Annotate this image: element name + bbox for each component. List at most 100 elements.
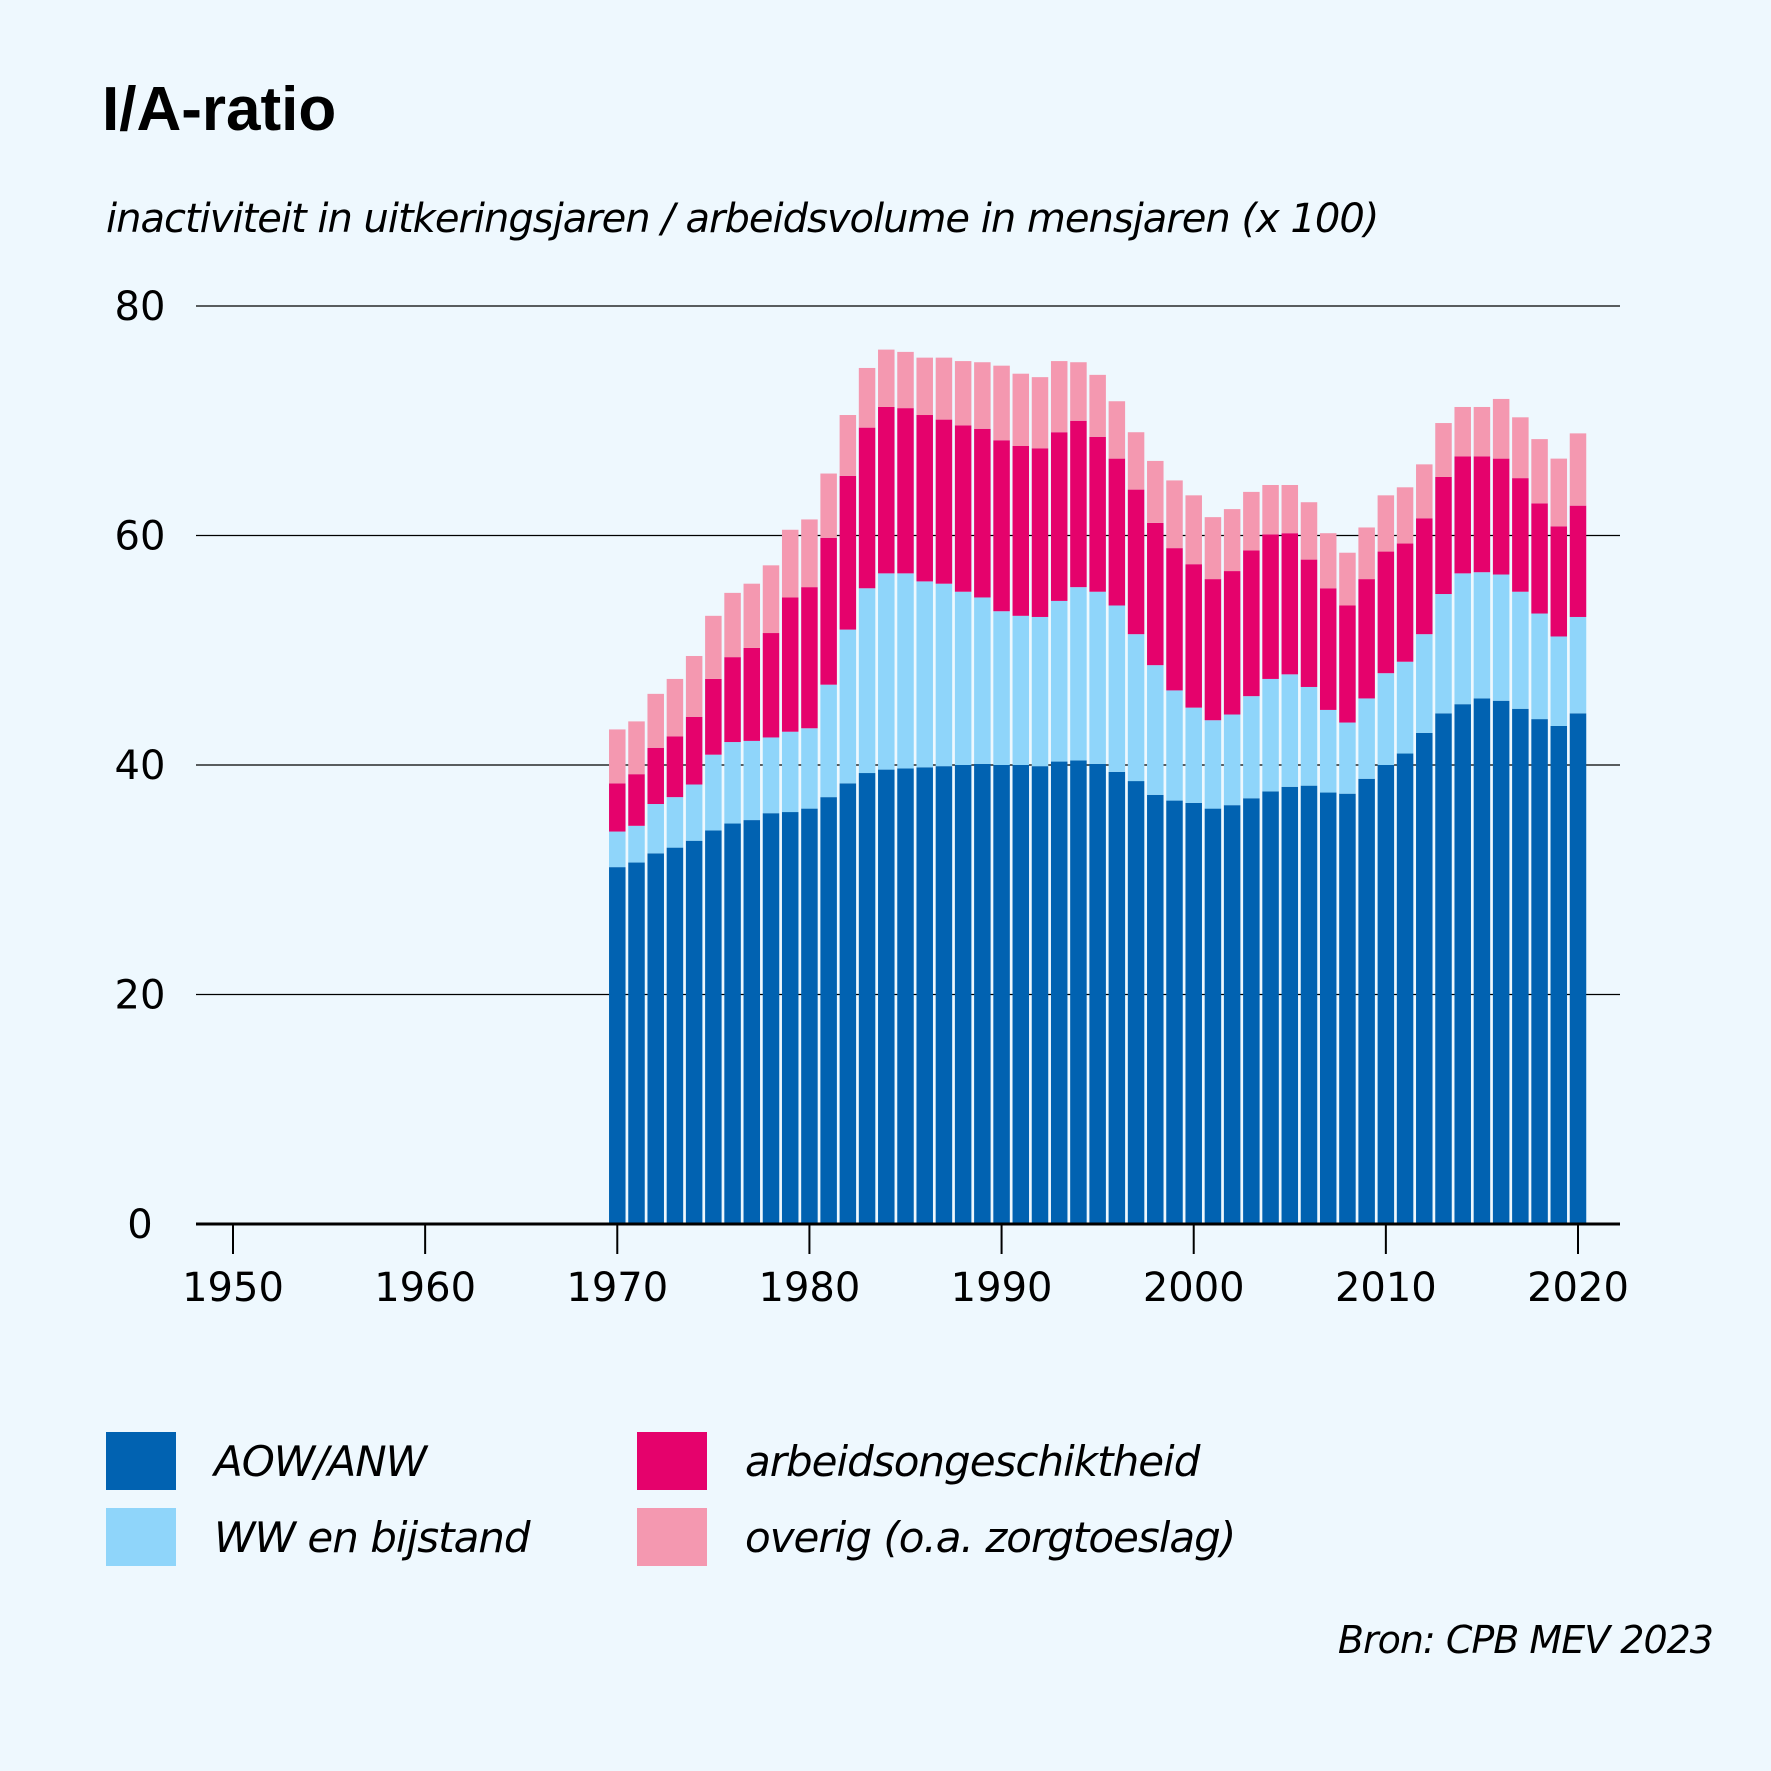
bar-1982-series-2 [839, 475, 857, 630]
bar-1977-series-3 [743, 583, 761, 648]
bar-2005-series-1 [1281, 674, 1299, 787]
bar-1987-series-0 [935, 766, 953, 1224]
bar-1983-series-2 [858, 427, 876, 589]
bar-2008-series-2 [1339, 605, 1356, 723]
bar-1989-series-2 [974, 428, 991, 598]
bar-1989-series-3 [974, 362, 991, 429]
bar-1970-series-1 [609, 831, 626, 868]
bar-2007-series-1 [1319, 709, 1337, 793]
bar-1991-series-2 [1012, 445, 1030, 616]
bar-2005-series-3 [1281, 485, 1299, 534]
bar-1982-series-1 [839, 629, 857, 784]
bar-1990-series-0 [993, 765, 1010, 1224]
bar-1986-series-2 [916, 415, 933, 582]
bar-2010-series-0 [1377, 765, 1395, 1224]
bar-2010-series-3 [1377, 495, 1395, 552]
bar-1999-series-2 [1166, 548, 1183, 691]
x-tick-label-1970: 1970 [566, 1265, 668, 1311]
bar-2007-series-2 [1319, 588, 1337, 710]
y-tick-label-0: 0 [127, 1202, 152, 1248]
bar-1971-series-2 [628, 774, 645, 826]
y-tick-label-20: 20 [115, 973, 166, 1019]
bar-1998-series-3 [1147, 460, 1164, 523]
legend-item-arbeidsongeschiktheid: arbeidsongeschiktheid [637, 1432, 1200, 1490]
bar-2013-series-0 [1435, 713, 1452, 1224]
bar-1975-series-1 [705, 754, 722, 831]
bar-1987-series-3 [935, 357, 953, 420]
bar-2009-series-3 [1358, 527, 1375, 580]
bar-1996-series-0 [1108, 771, 1126, 1224]
x-tick-label-1980: 1980 [759, 1265, 861, 1311]
bar-2018-series-0 [1531, 719, 1548, 1224]
bar-2014-series-2 [1454, 456, 1471, 574]
x-tick-label-1950: 1950 [182, 1265, 284, 1311]
bar-1970-series-0 [609, 867, 626, 1224]
bar-1974-series-3 [685, 655, 703, 717]
bar-1979-series-2 [781, 597, 799, 732]
bar-2019-series-0 [1550, 725, 1568, 1224]
bar-2003-series-2 [1243, 550, 1260, 697]
bar-1976-series-2 [724, 657, 741, 743]
bar-2018-series-2 [1531, 503, 1548, 614]
bar-1989-series-0 [974, 763, 991, 1224]
bar-1970-series-2 [609, 783, 626, 832]
bar-1980-series-3 [801, 519, 818, 588]
bar-2013-series-2 [1435, 476, 1452, 595]
bar-1971-series-0 [628, 862, 645, 1224]
bar-1972-series-1 [647, 804, 664, 854]
legend-item-ww-bijstand: WW en bijstand [106, 1508, 531, 1566]
bar-1980-series-2 [801, 587, 818, 729]
bar-2009-series-1 [1358, 698, 1375, 779]
bar-1975-series-2 [705, 678, 722, 755]
bar-2014-series-1 [1454, 573, 1471, 705]
bar-2012-series-2 [1416, 518, 1433, 635]
bar-2006-series-2 [1300, 559, 1318, 687]
bar-2016-series-0 [1492, 700, 1510, 1224]
bar-2012-series-1 [1416, 634, 1433, 733]
bar-1978-series-1 [762, 737, 780, 814]
bar-1981-series-2 [820, 537, 837, 685]
bar-2002-series-1 [1223, 714, 1241, 806]
y-tick-label-60: 60 [115, 514, 166, 560]
chart-title: I/A-ratio [102, 75, 337, 144]
bar-1988-series-0 [954, 765, 972, 1224]
bar-1975-series-0 [705, 830, 722, 1224]
bar-1978-series-0 [762, 813, 780, 1224]
bar-2018-series-1 [1531, 613, 1548, 720]
bar-1978-series-3 [762, 565, 780, 634]
bar-1979-series-1 [781, 731, 799, 813]
bar-1995-series-1 [1089, 591, 1106, 764]
bar-2009-series-2 [1358, 579, 1375, 699]
bar-1992-series-2 [1031, 448, 1049, 617]
bar-1981-series-0 [820, 797, 837, 1224]
bar-1977-series-0 [743, 820, 761, 1224]
bar-2006-series-3 [1300, 502, 1318, 560]
bar-2003-series-0 [1243, 798, 1260, 1224]
bar-1993-series-0 [1050, 761, 1068, 1224]
bar-1983-series-0 [858, 773, 876, 1224]
bar-1991-series-1 [1012, 615, 1030, 765]
bar-2020-series-3 [1569, 433, 1587, 506]
bar-2001-series-3 [1204, 517, 1222, 580]
bar-2011-series-1 [1396, 661, 1414, 754]
bar-1999-series-1 [1166, 690, 1183, 801]
bar-2004-series-2 [1262, 534, 1279, 679]
bar-2013-series-1 [1435, 594, 1452, 714]
bar-1985-series-0 [897, 768, 914, 1224]
bar-1996-series-3 [1108, 401, 1126, 459]
bar-1975-series-3 [705, 615, 722, 679]
bar-1973-series-0 [666, 847, 684, 1224]
bar-1972-series-0 [647, 853, 664, 1224]
bar-2015-series-0 [1473, 698, 1491, 1224]
bar-1995-series-0 [1089, 763, 1106, 1224]
bar-2017-series-0 [1512, 708, 1529, 1224]
bar-2014-series-3 [1454, 406, 1471, 457]
bar-1994-series-2 [1070, 420, 1087, 588]
bar-1980-series-1 [801, 728, 818, 809]
y-tick-label-40: 40 [115, 743, 166, 789]
bar-1976-series-0 [724, 823, 741, 1224]
legend-swatch-aow-anw [106, 1432, 176, 1490]
bar-1972-series-3 [647, 693, 664, 748]
bar-1999-series-0 [1166, 800, 1183, 1224]
bar-1987-series-1 [935, 583, 953, 767]
